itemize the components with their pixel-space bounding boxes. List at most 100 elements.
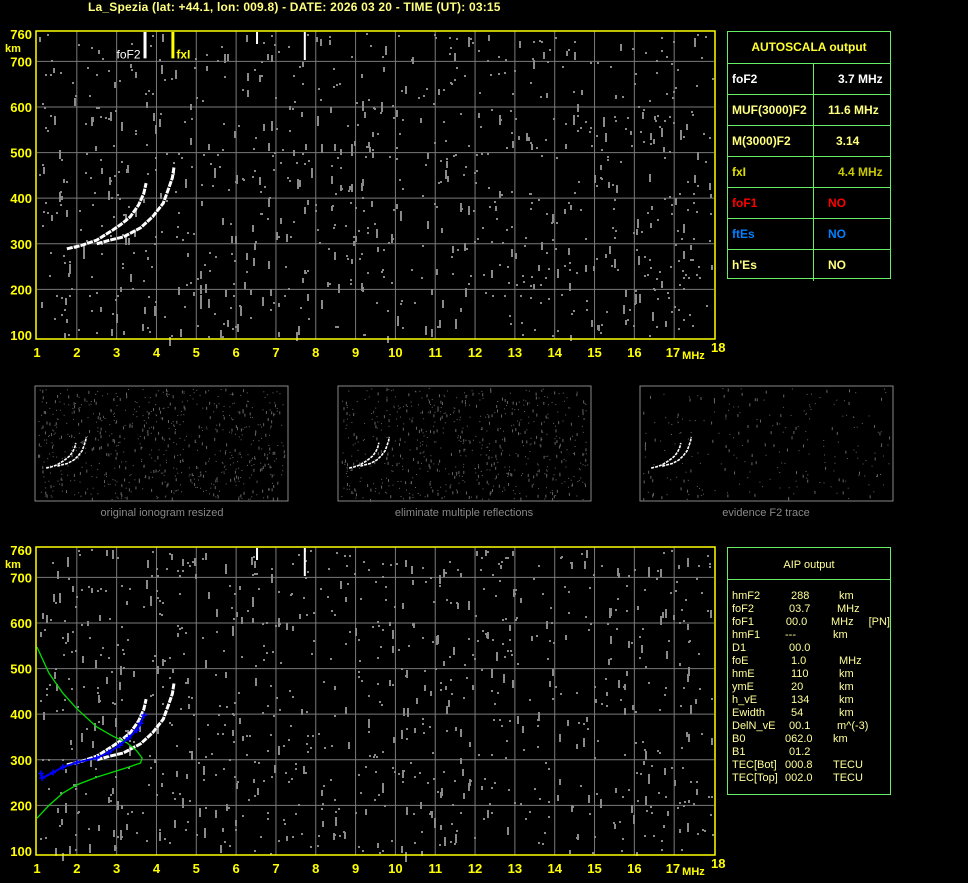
noise-dot bbox=[59, 150, 61, 159]
noise-dot bbox=[271, 568, 273, 570]
noise-dot bbox=[684, 801, 686, 803]
thumb-noise bbox=[263, 391, 265, 393]
noise-dot bbox=[601, 565, 603, 567]
thumb-noise bbox=[558, 445, 560, 449]
thumb-noise bbox=[151, 449, 153, 451]
thumb-noise bbox=[546, 433, 548, 435]
thumb-noise bbox=[119, 465, 121, 469]
noise-dot bbox=[154, 243, 156, 245]
thumb-noise bbox=[41, 401, 43, 403]
noise-dot bbox=[68, 334, 70, 336]
noise-dot bbox=[709, 137, 711, 139]
noise-dot bbox=[47, 130, 49, 132]
noise-dot bbox=[402, 781, 404, 783]
noise-dot bbox=[382, 269, 384, 271]
noise-dot bbox=[442, 300, 444, 308]
thumb-noise bbox=[569, 407, 571, 409]
marker-label: foF2 bbox=[117, 47, 141, 61]
noise-dot bbox=[321, 300, 323, 309]
noise-dot bbox=[287, 177, 289, 179]
thumb-noise bbox=[349, 414, 351, 416]
noise-dot bbox=[692, 259, 694, 261]
aip-cell: 00.0 bbox=[785, 616, 808, 628]
noise-dot bbox=[65, 769, 67, 773]
thumb-noise bbox=[122, 426, 124, 430]
thumb-noise bbox=[72, 446, 74, 448]
thumb-noise bbox=[490, 388, 492, 392]
noise-dot bbox=[164, 660, 166, 662]
noise-dot bbox=[70, 740, 72, 745]
model-trace-point bbox=[37, 770, 44, 777]
thumb-noise bbox=[282, 470, 284, 472]
noise-dot bbox=[600, 799, 602, 808]
noise-dot bbox=[330, 779, 332, 781]
thumb-noise bbox=[374, 459, 376, 461]
thumb-noise bbox=[558, 421, 560, 425]
noise-dot bbox=[675, 198, 677, 205]
thumb-noise bbox=[455, 466, 457, 468]
noise-dot bbox=[653, 139, 655, 144]
noise-dot bbox=[194, 558, 196, 566]
thumb-noise bbox=[406, 489, 408, 491]
noise-dot bbox=[225, 672, 227, 678]
thumb-noise bbox=[159, 464, 161, 466]
thumb-noise bbox=[356, 460, 358, 462]
thumb-noise bbox=[93, 446, 95, 450]
x-tick-label: 6 bbox=[233, 861, 240, 876]
noise-dot bbox=[209, 270, 211, 272]
noise-dot bbox=[335, 326, 337, 328]
noise-dot bbox=[536, 147, 538, 149]
thumb-noise bbox=[270, 425, 272, 427]
thumb-noise bbox=[388, 485, 390, 487]
thumb-noise bbox=[428, 399, 430, 401]
noise-dot bbox=[438, 182, 440, 184]
noise-dot bbox=[670, 266, 672, 268]
thumb-noise bbox=[441, 498, 443, 500]
noise-dot bbox=[550, 607, 552, 609]
noise-dot bbox=[577, 104, 579, 112]
model-trace-point bbox=[137, 720, 144, 727]
noise-dot bbox=[365, 156, 367, 158]
noise-dot bbox=[425, 164, 427, 166]
thumb-noise bbox=[702, 493, 704, 495]
thumb-noise bbox=[455, 489, 457, 491]
noise-dot bbox=[310, 550, 312, 552]
thumb-noise bbox=[192, 474, 194, 476]
thumb-noise bbox=[103, 415, 105, 417]
thumb-noise bbox=[136, 416, 138, 418]
thumb-noise bbox=[73, 473, 75, 477]
thumb-noise bbox=[78, 447, 80, 449]
thumb-noise bbox=[399, 487, 401, 489]
thumb-noise bbox=[97, 468, 99, 470]
thumb-noise bbox=[496, 404, 498, 408]
thumb-noise bbox=[670, 479, 672, 481]
noise-dot bbox=[698, 565, 700, 567]
thumb-noise bbox=[80, 441, 82, 443]
noise-dot bbox=[568, 202, 570, 204]
thumb-noise bbox=[463, 448, 465, 452]
noise-dot bbox=[503, 674, 505, 683]
thumb-noise bbox=[106, 452, 108, 456]
thumb-noise bbox=[102, 395, 104, 397]
thumb-noise bbox=[85, 447, 87, 449]
thumb-noise bbox=[398, 408, 400, 410]
thumb-noise bbox=[225, 483, 227, 485]
thumb-noise bbox=[541, 422, 543, 426]
thumb-noise bbox=[377, 401, 379, 403]
noise-dot bbox=[303, 766, 305, 774]
thumb-noise bbox=[504, 489, 506, 491]
thumb-noise bbox=[861, 422, 863, 424]
thumb-noise bbox=[411, 419, 413, 423]
noise-dot bbox=[568, 612, 570, 614]
noise-dot bbox=[505, 557, 507, 559]
noise-dot bbox=[529, 811, 531, 813]
thumb-noise bbox=[368, 396, 370, 398]
thumb-noise bbox=[45, 389, 47, 391]
thumb-noise bbox=[554, 425, 556, 427]
noise-dot bbox=[55, 602, 57, 604]
noise-dot bbox=[473, 210, 475, 212]
noise-dot bbox=[233, 714, 235, 716]
noise-dot bbox=[449, 656, 451, 658]
thumb-noise bbox=[396, 463, 398, 467]
thumb-noise bbox=[519, 433, 521, 435]
